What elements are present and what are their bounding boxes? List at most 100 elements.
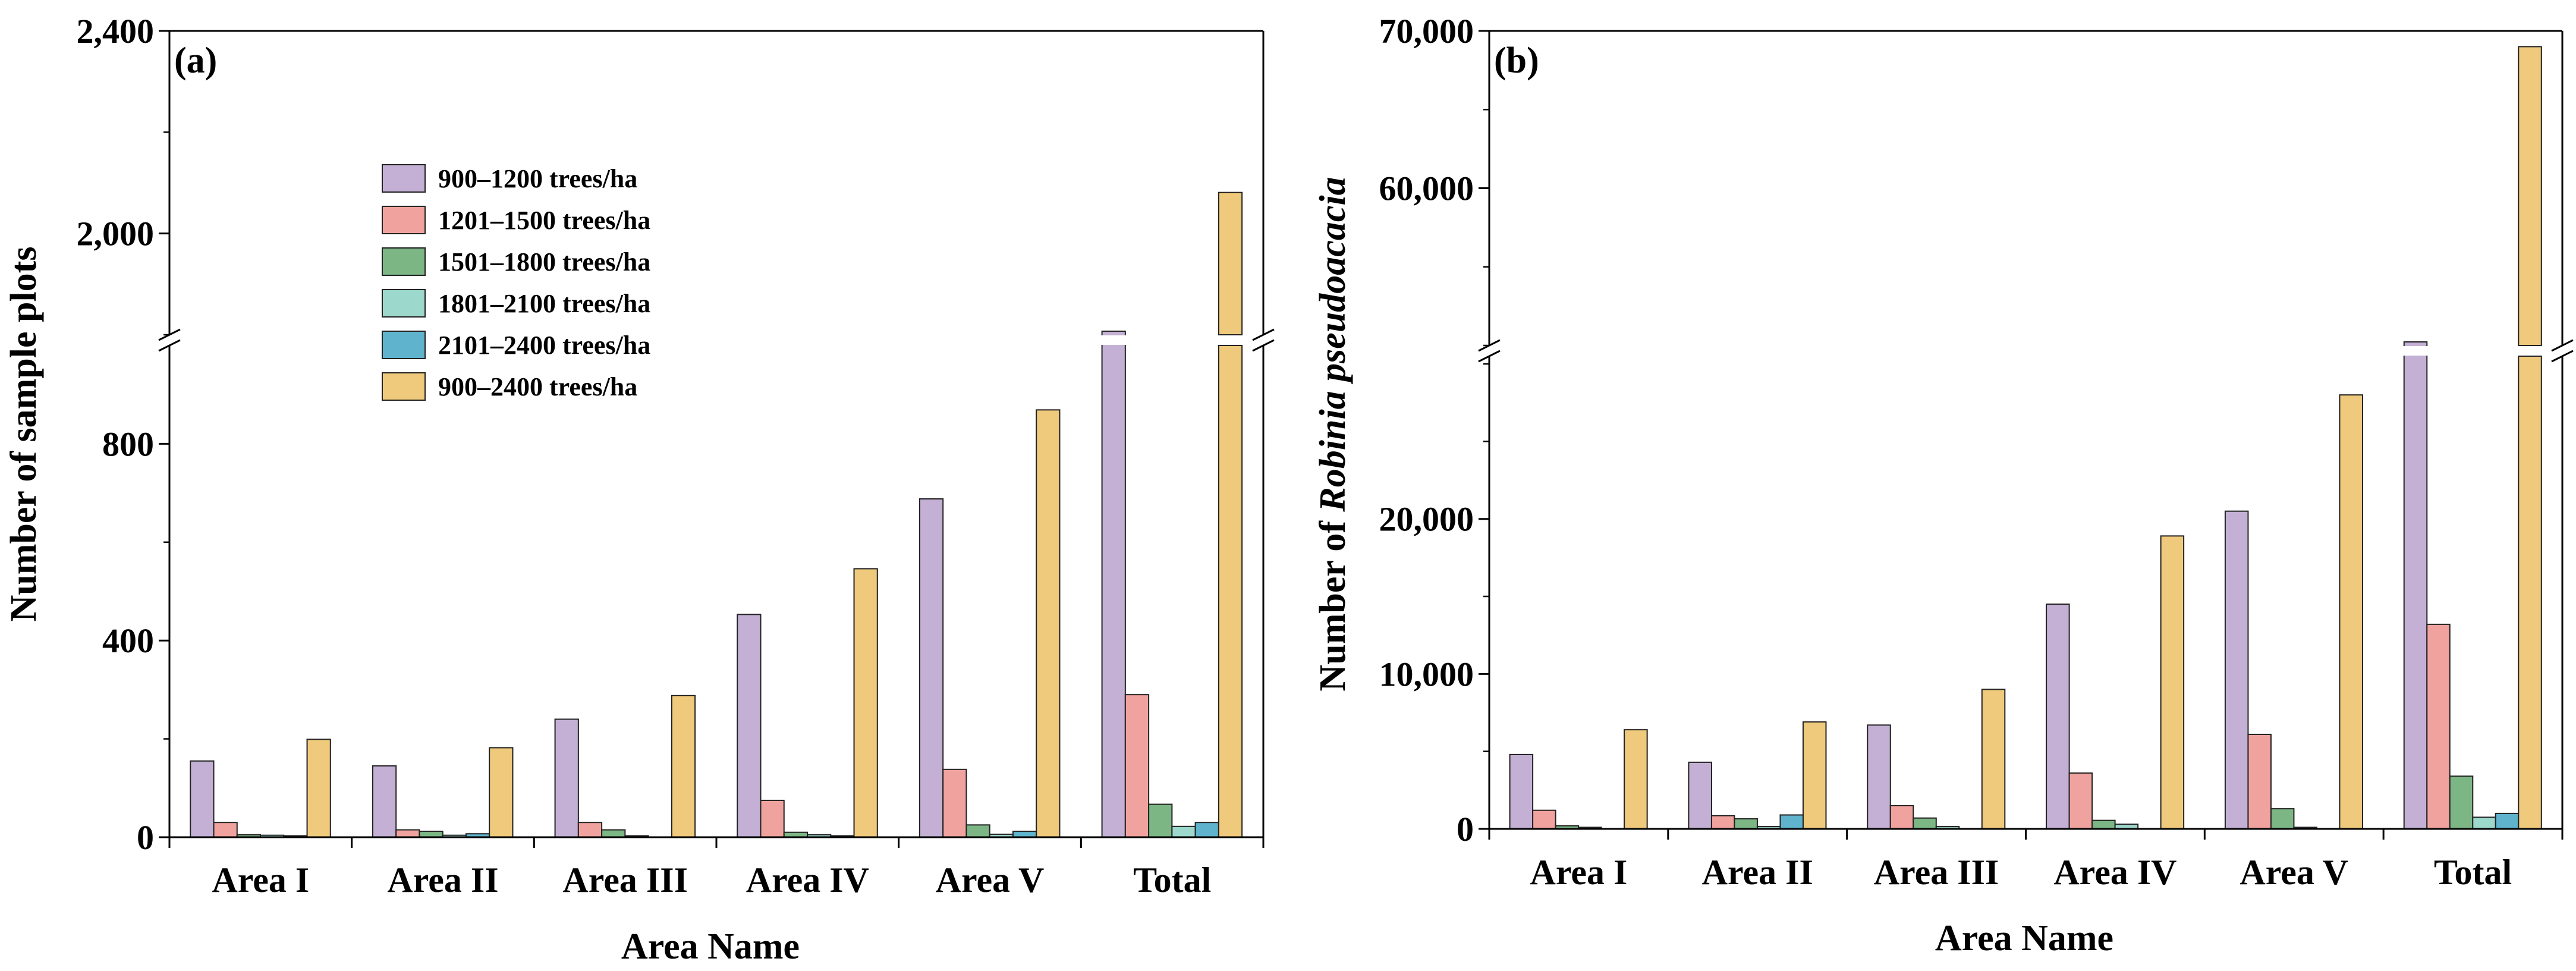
bar-a-area-i-series-2 [213,822,238,838]
legend-swatch [382,206,426,234]
bar-upper-segment [2518,46,2542,346]
bar-a-area-iii-series-6 [671,695,696,838]
x-category-label: Total [2434,853,2512,892]
y-tick-label: 2,400 [77,12,155,51]
legend-swatch [382,331,426,359]
bar-a-area-iii-series-1 [554,718,579,838]
panel-a-y-axis-title: Number of sample plots [4,247,44,622]
axis-break-mark [2551,339,2574,352]
legend-swatch [382,247,426,276]
legend-label: 2101–2400 trees/ha [438,331,650,360]
bar-b-area-i-series-1 [1509,753,1534,830]
bar-b-total-series-2 [2426,623,2451,830]
bar-b-area-v-series-6 [2339,394,2363,829]
bar-b-area-i-series-2 [1532,809,1556,830]
bar-b-area-v-series-1 [2224,510,2249,829]
bar-b-area-ii-series-3 [1734,818,1758,829]
x-category-label: Area III [1874,853,1999,892]
legend-swatch [382,372,426,401]
legend: 900–1200 trees/ha 1201–1500 trees/ha 1501–… [382,164,650,401]
y-tick-label: 2,000 [77,215,155,253]
legend-label: 1501–1800 trees/ha [438,247,650,276]
bar-b-area-iii-series-6 [1981,689,2006,829]
bar-a-area-iv-series-6 [853,568,878,838]
y-tick-label: 800 [102,425,154,463]
bar-a-total-series-4 [1171,825,1196,838]
bar-b-area-i-series-6 [1624,729,1648,829]
bar-b-total-series-6 [2518,356,2542,829]
bar-b-area-v-series-2 [2247,734,2272,829]
x-category-label: Area II [1702,853,1813,892]
bar-b-total-series-4 [2472,816,2496,829]
bar-a-area-ii-series-6 [489,747,514,838]
bar-a-area-iv-series-2 [760,799,785,838]
axis-break-gap [172,335,1263,345]
bar-a-area-v-series-3 [965,824,990,838]
bar-a-area-iii-series-3 [601,829,626,838]
panel-a-bars [190,191,1243,838]
panel-a-label: (a) [174,40,217,81]
chart-panel-b: 0 10,000 20,000 60,000 70,000 Area I Area II Ar… [1313,12,2574,959]
panel-b-x-axis-title: Area Name [1935,918,2113,959]
bar-b-area-iii-series-2 [1889,805,1914,829]
panel-b-axes: 0 10,000 20,000 60,000 70,000 Area I Area II Ar… [1379,12,2574,892]
x-category-label: Area V [936,860,1045,900]
bar-b-area-ii-series-6 [1802,721,1827,830]
axis-break-mark [158,339,181,352]
y-tick-label: 60,000 [1379,169,1474,208]
bar-a-area-ii-series-2 [395,829,420,838]
axis-break-mark [1252,339,1275,352]
bar-b-area-iv-series-3 [2091,819,2116,830]
bar-a-area-v-series-2 [942,768,967,838]
x-category-label: Area I [1530,853,1627,892]
panel-b-bars [1509,46,2542,830]
bar-b-total-series-1 [2403,341,2428,829]
x-category-label: Area I [212,860,309,900]
bar-b-area-iv-series-6 [2160,535,2185,829]
legend-label: 900–2400 trees/ha [438,372,637,401]
bar-a-area-iii-series-2 [577,822,603,838]
bar-a-area-i-series-6 [306,739,331,838]
y-tick-label: 20,000 [1379,500,1474,539]
x-category-label: Area V [2240,853,2348,892]
axis-break-mark [1252,328,1275,341]
bar-b-area-ii-series-1 [1688,761,1712,830]
panel-b-y-axis-title-species: Robinia pseudoacacia [1313,177,1353,512]
y-tick-label: 400 [102,621,154,660]
y-tick-label: 0 [1457,810,1474,849]
bar-a-total-series-6 [1218,345,1243,838]
bar-a-total-series-1 [1101,331,1126,838]
x-category-label: Area IV [746,860,869,900]
bar-b-area-iii-series-1 [1867,724,1891,829]
x-category-label: Total [1133,860,1211,900]
bar-a-area-iv-series-1 [737,614,762,838]
legend-swatch [382,289,426,318]
bar-b-total-series-3 [2449,775,2474,830]
axis-break-mark [2551,350,2574,363]
bar-b-area-ii-series-2 [1710,815,1735,829]
panel-b-label: (b) [1494,40,1539,81]
x-category-label: Area IV [2053,853,2176,892]
x-category-label: Area II [387,860,498,900]
panel-b-y-axis-title-prefix: Number of [1313,512,1353,692]
bar-a-total-series-3 [1148,803,1173,838]
chart-panel-a: 0 400 800 2,000 2,400 Area I Area II Area III Ar… [4,12,1275,967]
bar-upper-segment [1218,191,1243,335]
y-tick-label: 0 [137,818,154,857]
bar-a-area-ii-series-1 [372,765,397,838]
panel-a-x-axis-title: Area Name [621,926,800,967]
legend-label: 900–1200 trees/ha [438,164,637,193]
bar-b-area-v-series-3 [2270,808,2295,829]
y-tick-label: 70,000 [1379,12,1474,51]
bar-b-area-ii-series-5 [1779,814,1804,830]
legend-swatch [382,164,426,193]
bar-a-area-v-series-1 [919,498,944,838]
panel-a-axes: 0 400 800 2,000 2,400 Area I Area II Area III Ar… [77,12,1275,900]
bar-a-area-v-series-6 [1036,409,1061,838]
panel-b-y-axis-title: Number of Robinia pseudoacacia [1313,177,1353,691]
bar-b-area-iii-series-3 [1913,817,1937,830]
bar-a-total-series-5 [1194,822,1219,838]
bar-b-area-iv-series-1 [2046,604,2070,829]
bar-b-area-iv-series-2 [2068,772,2093,830]
